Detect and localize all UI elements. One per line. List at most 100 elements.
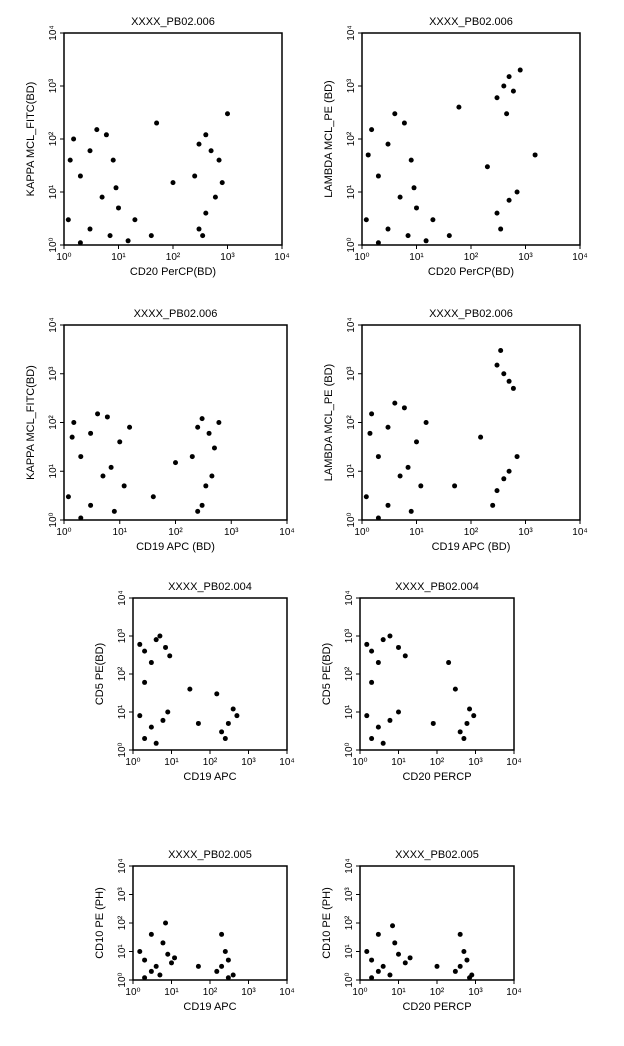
data-point xyxy=(157,972,163,978)
data-point xyxy=(461,736,467,742)
data-point xyxy=(375,968,381,974)
plot-frame xyxy=(359,597,515,751)
y-axis-label: KAPPA MCL_FITC(BD) xyxy=(25,365,37,480)
data-point xyxy=(494,95,500,101)
y-tick-label: 10⁴ xyxy=(344,590,355,605)
data-point xyxy=(396,951,401,957)
x-tick-label: 10⁰ xyxy=(354,527,369,538)
data-point xyxy=(148,724,154,730)
data-point xyxy=(132,217,138,223)
data-point xyxy=(369,127,375,133)
scatter-panel: XXXX_PB02.006 CD20 PerCP(BD) KAPPA MCL_FIT… xyxy=(25,16,290,278)
x-tick-label: 10¹ xyxy=(111,252,126,263)
data-point xyxy=(414,439,419,445)
data-point xyxy=(452,686,458,692)
x-tick-label: 10⁴ xyxy=(572,252,587,263)
data-point xyxy=(408,157,414,163)
data-point xyxy=(195,720,201,726)
x-tick-label: 10¹ xyxy=(113,527,128,538)
data-point xyxy=(464,957,470,963)
y-tick-label: 10³ xyxy=(344,628,355,643)
data-point xyxy=(517,67,523,73)
x-tick-label: 10³ xyxy=(468,987,483,998)
data-point xyxy=(501,371,507,377)
data-point xyxy=(113,185,119,191)
data-point xyxy=(88,430,94,436)
chart-title: XXXX_PB02.004 xyxy=(168,581,252,593)
y-tick-label: 10⁰ xyxy=(344,972,355,987)
plot-frame xyxy=(132,865,288,981)
data-point xyxy=(230,972,236,978)
data-point xyxy=(225,975,231,981)
data-point xyxy=(142,736,148,742)
data-point xyxy=(216,157,222,163)
data-point xyxy=(163,920,169,926)
data-point xyxy=(214,691,220,697)
chart-title: XXXX_PB02.004 xyxy=(395,581,479,593)
data-point xyxy=(467,706,473,712)
data-point xyxy=(87,226,93,232)
data-point xyxy=(137,641,143,647)
x-tick-label: 10⁰ xyxy=(125,757,140,768)
data-point xyxy=(203,210,209,216)
y-tick-label: 10² xyxy=(344,666,355,681)
y-tick-label: 10¹ xyxy=(117,704,128,719)
x-tick-label: 10² xyxy=(168,527,183,538)
data-point xyxy=(99,194,105,200)
x-axis-label: CD19 APC (BD) xyxy=(136,541,215,553)
data-point xyxy=(402,653,408,659)
x-tick-label: 10⁰ xyxy=(56,527,71,538)
data-point xyxy=(65,494,71,500)
y-tick-label: 10⁰ xyxy=(117,742,128,757)
data-point xyxy=(494,488,500,494)
data-point xyxy=(196,226,202,232)
data-point xyxy=(369,679,375,685)
x-tick-label: 10³ xyxy=(468,757,483,768)
y-tick-label: 10¹ xyxy=(344,944,355,959)
data-point xyxy=(408,508,414,514)
data-point xyxy=(510,385,516,391)
x-axis-label: CD20 PerCP(BD) xyxy=(130,266,216,278)
data-point xyxy=(452,483,458,489)
y-tick-label: 10² xyxy=(346,415,357,430)
x-tick-label: 10³ xyxy=(518,252,533,263)
data-point xyxy=(506,468,512,474)
data-point xyxy=(222,736,228,742)
data-point xyxy=(87,148,93,154)
data-point xyxy=(387,972,393,978)
data-point xyxy=(219,180,225,186)
data-point xyxy=(501,83,507,89)
data-point xyxy=(189,454,195,460)
y-tick-label: 10⁰ xyxy=(346,512,357,527)
data-point xyxy=(506,378,512,384)
data-point xyxy=(369,975,375,981)
data-point xyxy=(504,111,510,117)
data-point xyxy=(423,238,429,244)
x-tick-label: 10¹ xyxy=(391,757,406,768)
data-point xyxy=(380,963,386,969)
x-tick-label: 10⁴ xyxy=(506,757,521,768)
data-point xyxy=(195,963,201,969)
y-tick-label: 10³ xyxy=(48,366,59,381)
y-tick-label: 10⁴ xyxy=(117,858,128,873)
data-point xyxy=(125,238,131,244)
x-axis-label: CD19 APC xyxy=(183,1001,236,1013)
y-tick-label: 10¹ xyxy=(48,463,59,478)
data-point xyxy=(65,217,71,223)
data-point xyxy=(380,740,386,746)
data-point xyxy=(514,454,520,460)
data-point xyxy=(396,709,401,715)
data-point xyxy=(222,949,228,954)
x-tick-label: 10⁰ xyxy=(354,252,369,263)
x-tick-label: 10⁰ xyxy=(352,757,367,768)
data-point xyxy=(402,960,408,966)
data-point xyxy=(160,940,166,946)
data-point xyxy=(457,963,463,969)
data-point xyxy=(401,120,407,126)
data-point xyxy=(216,420,222,425)
scatter-panel: XXXX_PB02.006 CD19 APC (BD) KAPPA MCL_FITC… xyxy=(25,308,295,553)
data-point xyxy=(385,424,391,430)
chart-title: XXXX_PB02.005 xyxy=(168,849,252,861)
data-point xyxy=(364,641,370,647)
data-point xyxy=(401,405,407,411)
